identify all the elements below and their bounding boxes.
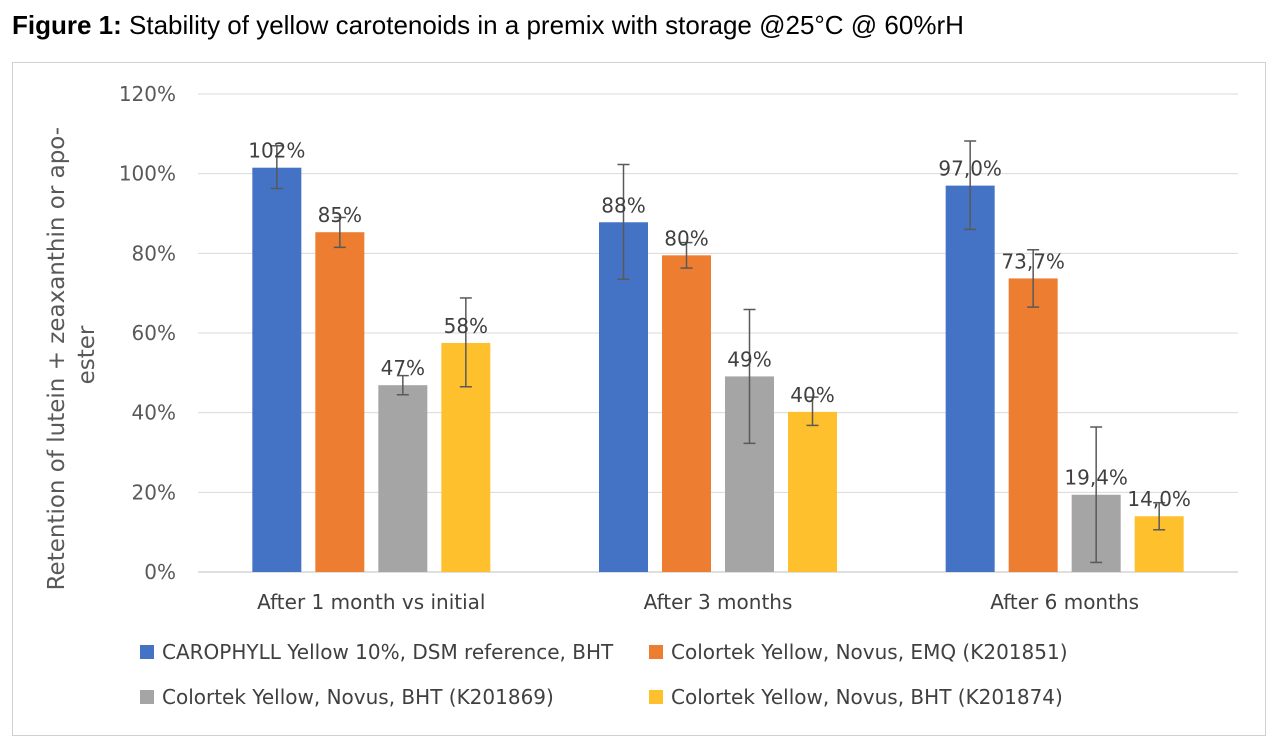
y-tick-label: 60% (132, 321, 176, 345)
data-label: 47% (381, 356, 425, 380)
y-axis-label-line-2: ester (74, 325, 100, 384)
figure-title-lead: Figure 1: (12, 10, 122, 40)
x-tick-label: After 1 month vs initial (257, 590, 485, 614)
legend-label-colortek-bht-k201874: Colortek Yellow, Novus, BHT (K201874) (671, 685, 1063, 709)
legend-item-colortek-bht-k201869: Colortek Yellow, Novus, BHT (K201869) (140, 685, 554, 709)
figure-title-text: Stability of yellow carotenoids in a pre… (129, 10, 964, 40)
data-label: 97,0% (938, 157, 1002, 181)
bar (378, 385, 428, 572)
data-label: 40% (790, 383, 834, 407)
bar (945, 185, 995, 572)
data-label: 80% (664, 226, 708, 250)
y-tick-label: 40% (132, 401, 176, 425)
legend: CAROPHYLL Yellow 10%, DSM reference, BHT… (140, 634, 1220, 724)
y-axis-ticks: 0% 20% 40% 60% 80% 100% 120% (119, 82, 176, 584)
bar (788, 411, 837, 572)
data-label: 85% (318, 203, 362, 227)
bar (1008, 278, 1058, 572)
legend-label-carophyll: CAROPHYLL Yellow 10%, DSM reference, BHT (162, 640, 614, 664)
data-label: 58% (444, 314, 488, 338)
x-tick-label: After 3 months (644, 590, 793, 614)
legend-item-carophyll: CAROPHYLL Yellow 10%, DSM reference, BHT (140, 640, 613, 664)
data-labels: 102% 85% 47% 58% 88% 80% 49% 40% 97,0% 73,7% 19,4%… (248, 139, 1191, 512)
y-tick-label: 0% (144, 560, 176, 584)
legend-swatch-carophyll (140, 645, 154, 659)
legend-swatch-colortek-bht-k201874 (649, 690, 663, 704)
bar-series (252, 167, 1184, 573)
figure-title: Figure 1: Stability of yellow carotenoid… (12, 10, 964, 41)
data-label: 49% (727, 347, 771, 371)
bar (599, 222, 648, 572)
legend-label-colortek-bht-k201869: Colortek Yellow, Novus, BHT (K201869) (162, 685, 554, 709)
gridlines (198, 93, 1238, 573)
y-axis-label: Retention of lutein + zeaxanthin or apo-… (44, 120, 100, 591)
y-tick-label: 100% (119, 162, 176, 186)
legend-label-colortek-emq: Colortek Yellow, Novus, EMQ (K201851) (671, 640, 1068, 664)
y-tick-label: 20% (132, 480, 176, 504)
x-tick-label: After 6 months (990, 590, 1139, 614)
data-label: 14,0% (1127, 487, 1191, 511)
legend-swatch-colortek-bht-k201869 (140, 690, 154, 704)
y-tick-label: 80% (132, 241, 176, 265)
y-axis-label-line-1: Retention of lutein + zeaxanthin or apo- (44, 127, 70, 591)
y-tick-label: 120% (119, 82, 176, 106)
chart-area (12, 62, 1266, 736)
legend-item-colortek-emq: Colortek Yellow, Novus, EMQ (K201851) (649, 640, 1068, 664)
error-bars (270, 140, 1166, 564)
bar (662, 255, 711, 572)
legend-swatch-colortek-emq (649, 645, 663, 659)
bar (315, 232, 365, 572)
data-label: 19,4% (1064, 466, 1128, 490)
data-label: 102% (248, 139, 305, 163)
data-label: 88% (601, 193, 645, 217)
bar (252, 167, 302, 573)
x-axis-ticks: After 1 month vs initial After 3 months Af… (257, 590, 1139, 614)
data-label: 73,7% (1001, 249, 1065, 273)
legend-item-colortek-bht-k201874: Colortek Yellow, Novus, BHT (K201874) (649, 685, 1063, 709)
